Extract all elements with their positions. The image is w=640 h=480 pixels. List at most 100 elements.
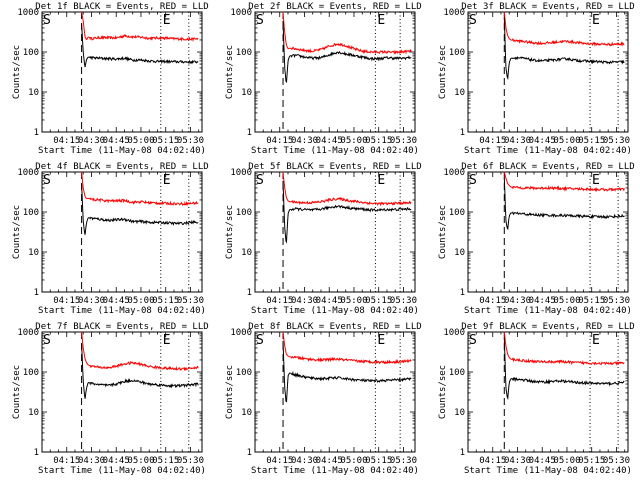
x-tick-label: 04:45	[316, 136, 343, 146]
y-tick-label: 100	[236, 208, 252, 218]
x-tick-label: 05:30	[177, 296, 204, 306]
x-tick-label: 04:45	[529, 296, 556, 306]
y-tick-label: 1000	[443, 8, 465, 18]
y-tick-label: 10	[454, 248, 465, 258]
end-marker: E	[592, 173, 600, 188]
x-tick-label: 05:15	[365, 456, 392, 466]
start-marker: S	[469, 333, 477, 348]
end-marker: E	[377, 13, 385, 28]
x-tick-label: 05:15	[152, 456, 179, 466]
panel-det-6f: Det 6f BLACK = Events, RED = LLD 1 10 100 10…	[438, 162, 635, 316]
y-tick-label: 100	[449, 48, 465, 58]
panel-det-9f: Det 9f BLACK = Events, RED = LLD 1 10 100 10…	[438, 322, 635, 476]
x-axis-label: Start Time (11-May-08 04:02:40)	[38, 466, 206, 476]
panel-det-3f: Det 3f BLACK = Events, RED = LLD 1 10 100 10…	[438, 2, 635, 156]
y-axis-label: Counts/sec	[12, 205, 22, 259]
x-tick-label: 05:00	[127, 296, 154, 306]
x-tick-label: 04:30	[78, 296, 105, 306]
x-tick-label: 05:15	[365, 296, 392, 306]
y-tick-label: 10	[28, 408, 39, 418]
series-line-lld	[81, 171, 199, 207]
y-tick-label: 1000	[230, 328, 252, 338]
x-tick-label: 05:15	[578, 136, 605, 146]
series-line-events	[282, 340, 412, 403]
panel-det-1f: Det 1f BLACK = Events, RED = LLD 1 10 100 10…	[12, 2, 209, 156]
y-tick-label: 1000	[17, 168, 39, 178]
x-tick-label: 04:30	[504, 296, 531, 306]
x-tick-label: 04:15	[479, 136, 506, 146]
y-tick-label: 100	[449, 208, 465, 218]
x-tick-label: 04:30	[78, 456, 105, 466]
x-tick-label: 04:45	[103, 456, 130, 466]
y-tick-label: 1000	[17, 328, 39, 338]
y-tick-label: 100	[23, 368, 39, 378]
y-tick-label: 1	[460, 288, 465, 298]
x-tick-label: 05:30	[177, 456, 204, 466]
start-marker: S	[43, 333, 51, 348]
y-tick-label: 1	[460, 448, 465, 458]
y-axis-label: Counts/sec	[225, 45, 235, 99]
y-tick-label: 10	[241, 408, 252, 418]
series-line-lld	[282, 11, 412, 55]
x-tick-label: 05:00	[340, 296, 367, 306]
y-tick-label: 100	[236, 368, 252, 378]
y-tick-label: 100	[236, 48, 252, 58]
x-tick-label: 04:15	[479, 456, 506, 466]
x-tick-label: 04:15	[53, 456, 80, 466]
x-tick-label: 04:30	[504, 136, 531, 146]
panel-det-5f: Det 5f BLACK = Events, RED = LLD 1 10 100 10…	[225, 162, 422, 316]
y-tick-label: 1	[34, 448, 39, 458]
series-line-lld	[503, 331, 625, 367]
plot-frame	[254, 171, 416, 293]
y-tick-label: 1000	[443, 168, 465, 178]
x-tick-label: 05:30	[603, 136, 630, 146]
y-tick-label: 1	[34, 288, 39, 298]
series-line-events	[282, 180, 412, 244]
y-tick-label: 1	[34, 128, 39, 138]
y-axis-label: Counts/sec	[225, 365, 235, 419]
y-tick-label: 1000	[443, 328, 465, 338]
plot-frame	[467, 171, 629, 293]
end-marker: E	[163, 173, 171, 188]
x-tick-label: 05:15	[152, 296, 179, 306]
x-tick-label: 05:00	[553, 456, 580, 466]
x-tick-label: 04:45	[103, 136, 130, 146]
start-marker: S	[256, 173, 264, 188]
y-tick-label: 1000	[17, 8, 39, 18]
x-tick-label: 05:00	[340, 456, 367, 466]
y-tick-label: 100	[449, 368, 465, 378]
plot-frame	[41, 171, 203, 293]
x-tick-label: 05:30	[390, 136, 417, 146]
x-tick-label: 05:00	[127, 136, 154, 146]
end-marker: E	[592, 13, 600, 28]
x-tick-label: 05:15	[578, 296, 605, 306]
x-tick-label: 05:15	[578, 456, 605, 466]
end-marker: E	[163, 13, 171, 28]
series-line-lld	[282, 171, 412, 207]
x-tick-label: 04:15	[266, 136, 293, 146]
y-tick-label: 10	[28, 88, 39, 98]
plot-frame	[254, 11, 416, 133]
x-axis-label: Start Time (11-May-08 04:02:40)	[38, 146, 206, 156]
x-tick-label: 05:15	[365, 136, 392, 146]
x-tick-label: 04:45	[316, 296, 343, 306]
x-tick-label: 04:15	[53, 136, 80, 146]
panel-det-7f: Det 7f BLACK = Events, RED = LLD 1 10 100 10…	[12, 322, 209, 476]
panel-det-4f: Det 4f BLACK = Events, RED = LLD 1 10 100 10…	[12, 162, 209, 316]
x-tick-label: 05:15	[152, 136, 179, 146]
x-tick-label: 04:30	[78, 136, 105, 146]
start-marker: S	[43, 173, 51, 188]
start-marker: S	[469, 13, 477, 28]
end-marker: E	[377, 173, 385, 188]
x-tick-label: 05:00	[127, 456, 154, 466]
series-line-events	[503, 178, 625, 231]
series-line-events	[503, 18, 625, 81]
x-tick-label: 05:30	[603, 296, 630, 306]
y-tick-label: 10	[454, 408, 465, 418]
series-line-events	[81, 343, 199, 399]
end-marker: E	[592, 333, 600, 348]
plot-frame	[467, 331, 629, 453]
y-tick-label: 10	[241, 88, 252, 98]
start-marker: S	[469, 173, 477, 188]
x-axis-label: Start Time (11-May-08 04:02:40)	[251, 306, 419, 316]
